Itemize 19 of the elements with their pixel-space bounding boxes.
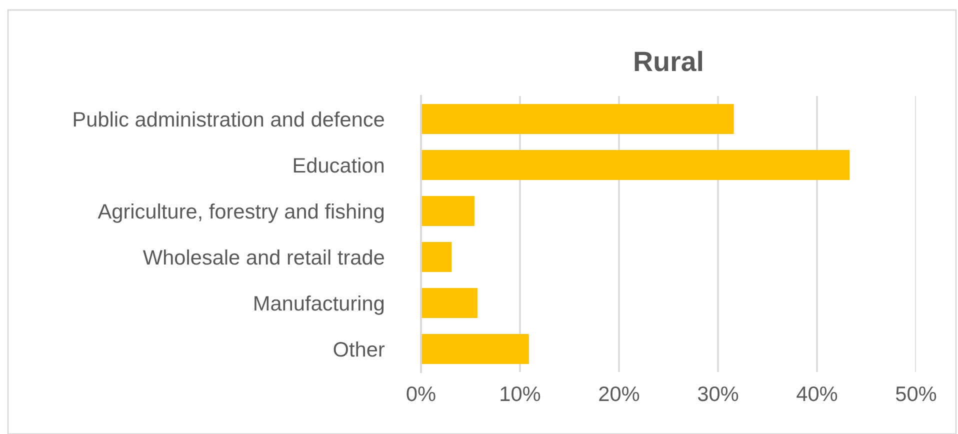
y-tick-label: Education bbox=[294, 157, 384, 173]
bar bbox=[421, 334, 529, 364]
bar bbox=[421, 150, 850, 180]
y-tick-label: Wholesale and retail trade bbox=[142, 249, 384, 265]
x-tick-label: 50% bbox=[896, 386, 936, 402]
chart-title: Rural bbox=[634, 50, 702, 72]
bar bbox=[421, 242, 452, 272]
y-tick-label: Public administration and defence bbox=[74, 111, 384, 127]
x-tick-label: 30% bbox=[698, 386, 738, 402]
x-tick-label: 10% bbox=[500, 386, 540, 402]
y-tick-label: Manufacturing bbox=[254, 295, 384, 315]
bar bbox=[421, 196, 474, 226]
x-tick-label: 20% bbox=[599, 386, 640, 402]
x-tick-label: 40% bbox=[796, 386, 838, 402]
x-tick-label: 0% bbox=[406, 386, 436, 402]
bar bbox=[421, 288, 478, 318]
y-tick-label: Agriculture, forestry and fishing bbox=[98, 203, 384, 223]
y-tick-label: Other bbox=[334, 341, 385, 357]
bar bbox=[421, 104, 734, 134]
